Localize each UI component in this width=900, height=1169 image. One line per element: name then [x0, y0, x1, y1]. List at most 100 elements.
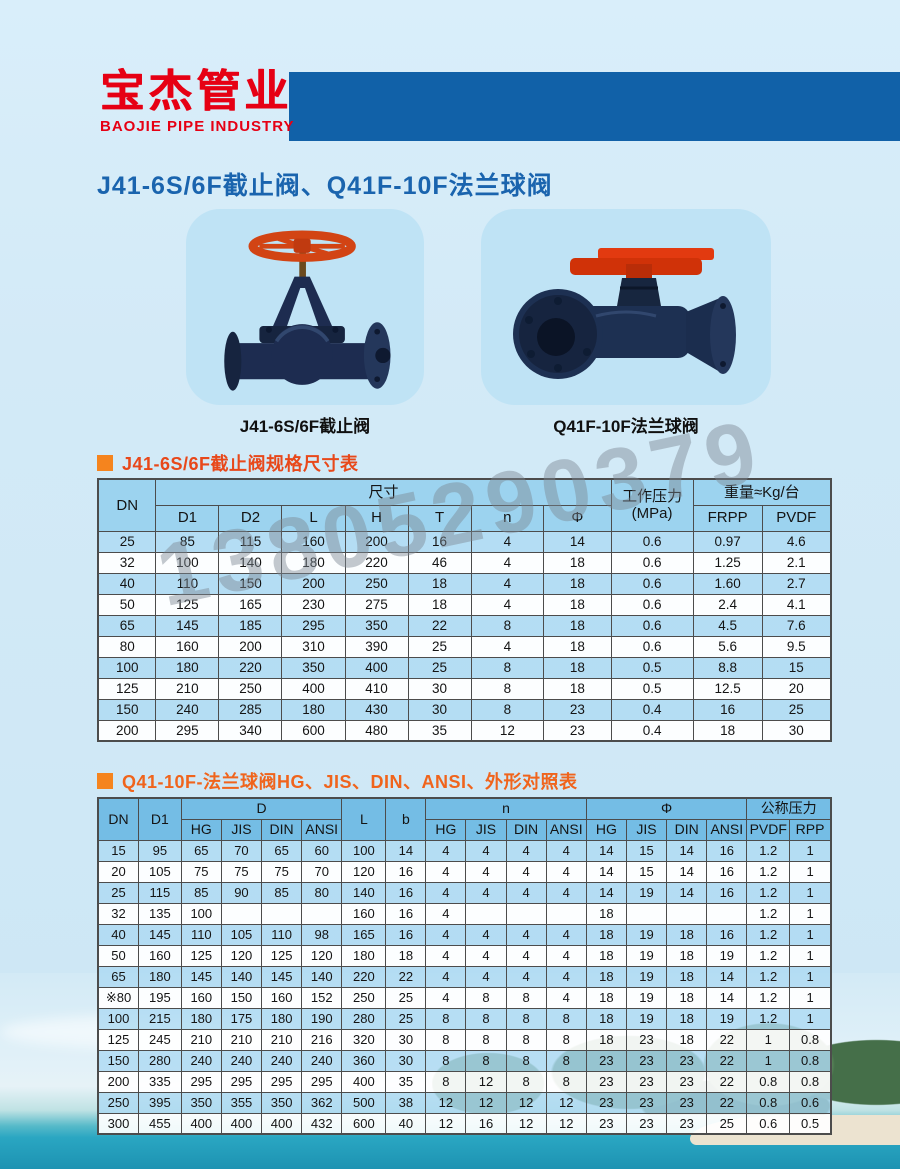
table-cell: 1 [746, 1049, 791, 1072]
table-cell: 4 [425, 944, 467, 967]
table-row: 125 210 250 400 410 30 8 18 0.5 12.5 20 [97, 677, 832, 700]
table-cell: 1 [789, 944, 832, 967]
table-cell: 25 [706, 1112, 748, 1135]
table-cell: 14 [706, 965, 748, 988]
table-cell: 0.8 [746, 1070, 791, 1093]
table-cell: 4 [545, 986, 587, 1009]
table-cell: 23 [625, 1028, 668, 1051]
table-cell: 20 [761, 677, 832, 700]
table-cell: 0.8 [789, 1028, 832, 1051]
column-header: ANSI [706, 818, 748, 841]
table-cell: 14 [585, 839, 627, 862]
table-cell: 25 [97, 881, 140, 904]
table-cell: 1 [789, 881, 832, 904]
table-cell: 125 [97, 1028, 140, 1051]
table-cell: 210 [155, 677, 220, 700]
table-cell: 90 [220, 881, 263, 904]
table-cell: 22 [706, 1091, 748, 1114]
table-cell: 210 [261, 1028, 303, 1051]
table-cell: 390 [344, 635, 409, 658]
table-cell: 250 [341, 986, 387, 1009]
table-cell: 4 [505, 839, 547, 862]
table-cell: 400 [281, 677, 346, 700]
table-cell: 4 [505, 860, 547, 883]
table-cell: 215 [138, 1007, 182, 1030]
table-cell: 23 [543, 698, 612, 721]
column-header: RPP [789, 818, 832, 841]
table-cell: 115 [138, 881, 182, 904]
table-cell: 23 [666, 1112, 708, 1135]
table-cell: 0.8 [789, 1049, 832, 1072]
table-cell: 23 [625, 1049, 668, 1072]
table-cell: 15 [761, 656, 832, 679]
table-cell: 1.2 [746, 944, 791, 967]
column-header: D [180, 797, 343, 820]
table-cell: 16 [465, 1112, 507, 1135]
table-cell: 140 [341, 881, 387, 904]
table-cell: 295 [261, 1070, 303, 1093]
column-header: DIN [505, 818, 547, 841]
table-row: 150 240 285 180 430 30 8 23 0.4 16 25 [97, 698, 832, 721]
table-cell: 140 [220, 965, 263, 988]
table-cell: 18 [666, 986, 708, 1009]
table-cell: 75 [180, 860, 222, 883]
column-header: PVDF [746, 818, 791, 841]
product-caption: Q41F-10F法兰球阀 [553, 417, 699, 436]
table-cell: 1.2 [746, 902, 791, 925]
table-cell: 12 [425, 1112, 467, 1135]
table-cell: 8 [425, 1049, 467, 1072]
table-cell: 150 [220, 986, 263, 1009]
column-header: PVDF [761, 504, 832, 532]
table-cell: 25 [385, 1007, 427, 1030]
table-cell: 0.97 [692, 530, 763, 553]
table-row: 40 145 110 105 110 98 165 16 4 4 4 4 18 19 18 16 1.2 1 [97, 923, 832, 946]
column-header: D1 [155, 504, 220, 532]
column-header: H [344, 504, 409, 532]
table-cell: 4 [465, 881, 507, 904]
section-bullet-icon [97, 773, 113, 789]
table-cell: 360 [341, 1049, 387, 1072]
table-cell: 35 [385, 1070, 427, 1093]
table-row: 25 115 85 90 85 80 140 16 4 4 4 4 14 19 14 16 1.2 1 [97, 881, 832, 904]
table-cell: 12 [545, 1091, 587, 1114]
table-cell: 16 [706, 923, 748, 946]
table-cell: 12 [425, 1091, 467, 1114]
table-cell: 25 [407, 635, 472, 658]
table-cell: 125 [97, 677, 157, 700]
column-header: D1 [138, 797, 182, 841]
table-cell: 4 [545, 965, 587, 988]
table-cell: 4 [505, 881, 547, 904]
table-cell: 14 [543, 530, 612, 553]
table-cell: 210 [220, 1028, 263, 1051]
table-cell: 12 [465, 1070, 507, 1093]
table-cell: 8 [425, 1007, 467, 1030]
header-row: HG JIS DIN ANSI HG JIS DIN ANSI HG JIS DIN ANSI PVDF… [98, 818, 832, 841]
column-header: DN [97, 797, 140, 841]
table-cell: 185 [218, 614, 283, 637]
table-cell: 18 [692, 719, 763, 742]
table-cell: 0.6 [610, 572, 694, 595]
table-cell: 18 [543, 593, 612, 616]
table-cell: 18 [585, 965, 627, 988]
table-cell: 4 [505, 923, 547, 946]
table-cell: 8 [470, 677, 545, 700]
table-cell: 240 [220, 1049, 263, 1072]
table-cell: 23 [543, 719, 612, 742]
globe-valve-image [224, 230, 391, 391]
table-cell: 23 [585, 1091, 627, 1114]
column-header: n [425, 797, 587, 820]
table-cell: 23 [625, 1091, 668, 1114]
table-cell: 5.6 [692, 635, 763, 658]
table-cell: 4 [465, 839, 507, 862]
table-cell: 75 [261, 860, 303, 883]
table-cell: 14 [706, 986, 748, 1009]
table-cell: 220 [218, 656, 283, 679]
table-cell: 8 [465, 1007, 507, 1030]
table-cell: 4 [545, 839, 587, 862]
table-cell: 200 [97, 1070, 140, 1093]
column-header: DN [97, 478, 157, 532]
table-cell: 18 [543, 572, 612, 595]
table-row: 250 395 350 355 350 362 500 38 12 12 12 12 23 23 23 22 0… [97, 1091, 832, 1114]
table-cell: 22 [385, 965, 427, 988]
table-cell: 18 [407, 593, 472, 616]
